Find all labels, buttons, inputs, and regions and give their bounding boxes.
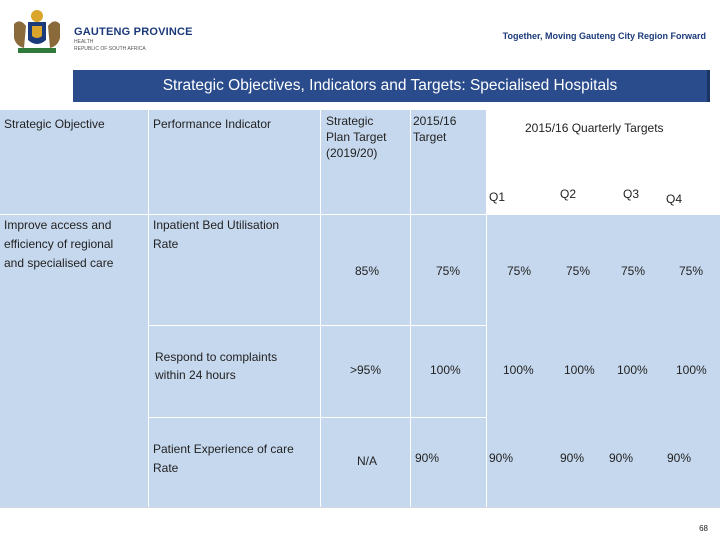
objective-line3: and specialised care [4, 256, 114, 270]
header-target-line1: 2015/16 [413, 114, 457, 128]
annual-target-value: 75% [436, 264, 461, 278]
plan-target-value: N/A [357, 454, 378, 468]
q2-value: 75% [566, 264, 591, 278]
q2-value: 90% [560, 451, 585, 465]
indicator-line1: Respond to complaints [155, 350, 278, 364]
header-plan-target-line3: (2019/20) [326, 146, 378, 160]
header-q1: Q1 [489, 190, 506, 204]
q1-value: 90% [489, 451, 514, 465]
plan-target-value: 85% [355, 264, 380, 278]
q1-value: 100% [503, 363, 534, 377]
country-name: REPUBLIC OF SOUTH AFRICA [74, 46, 146, 52]
q3-value: 75% [621, 264, 646, 278]
q4-value: 75% [679, 264, 704, 278]
indicator-line2: Rate [153, 237, 179, 251]
q4-value: 100% [676, 363, 707, 377]
header-plan-target-line1: Strategic [326, 114, 374, 128]
header-q2: Q2 [560, 187, 577, 201]
header-q4: Q4 [666, 192, 683, 206]
header-plan-target-line2: Plan Target [326, 130, 387, 144]
page-number: 68 [699, 524, 708, 533]
header-performance-indicator: Performance Indicator [153, 117, 272, 131]
page-title: Strategic Objectives, Indicators and Tar… [73, 70, 710, 102]
q1-value: 75% [507, 264, 532, 278]
indicator-line2: Rate [153, 461, 179, 475]
indicator-line1: Patient Experience of care [153, 442, 294, 456]
plan-target-value: >95% [350, 363, 382, 377]
tagline: Together, Moving Gauteng City Region For… [502, 31, 706, 41]
indicator-line2: within 24 hours [155, 368, 236, 382]
objective-line1: Improve access and [4, 218, 112, 232]
annual-target-value: 100% [430, 363, 461, 377]
header-q3: Q3 [623, 187, 640, 201]
footer-divider [0, 507, 720, 508]
indicator-line1: Inpatient Bed Utilisation [153, 218, 280, 232]
header-target-line2: Target [413, 130, 447, 144]
province-name: GAUTENG PROVINCE [74, 26, 193, 38]
q3-value: 90% [609, 451, 634, 465]
department-name: HEALTH [74, 39, 94, 45]
q3-value: 100% [617, 363, 648, 377]
coat-of-arms-icon [14, 10, 60, 53]
header-strategic-objective: Strategic Objective [4, 117, 105, 131]
q2-value: 100% [564, 363, 595, 377]
header-quarterly-targets: 2015/16 Quarterly Targets [525, 121, 664, 135]
q4-value: 90% [667, 451, 692, 465]
annual-target-value: 90% [415, 451, 440, 465]
objective-line2: efficiency of regional [4, 237, 114, 251]
